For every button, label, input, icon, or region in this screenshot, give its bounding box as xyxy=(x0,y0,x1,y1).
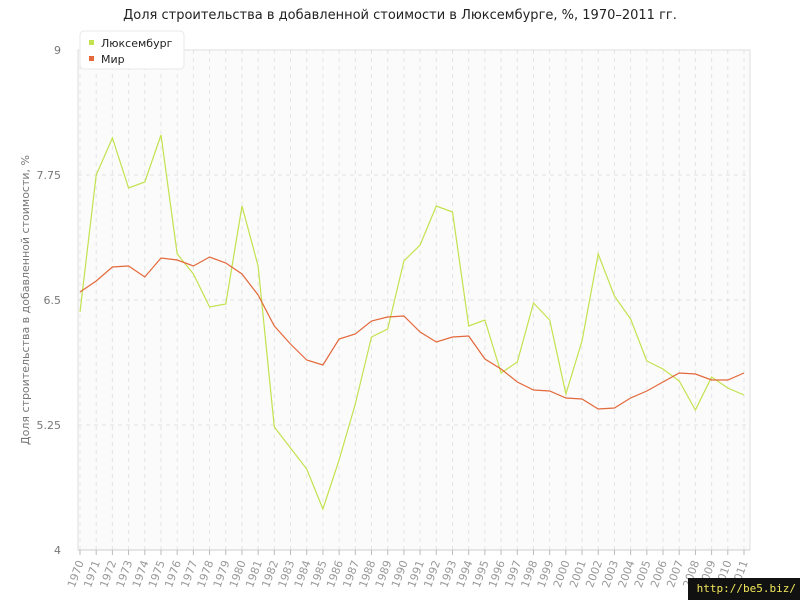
legend-marker xyxy=(89,40,94,45)
y-tick-label: 7.75 xyxy=(37,169,62,182)
series-line xyxy=(79,256,745,410)
y-tick-label: 4 xyxy=(54,544,61,557)
legend: Люксембург Мир xyxy=(79,30,185,70)
chart-title: Доля строительства в добавленной стоимос… xyxy=(123,8,677,23)
legend-label: Мир xyxy=(101,53,125,66)
y-tick-label: 9 xyxy=(54,44,61,57)
series-layer xyxy=(79,134,745,511)
legend-box xyxy=(79,30,185,70)
series-line xyxy=(79,134,745,511)
watermark[interactable]: http://be5.biz/ xyxy=(688,578,800,600)
y-tick-label: 5.25 xyxy=(37,419,62,432)
grid-layer xyxy=(78,49,750,551)
legend-marker xyxy=(89,56,94,61)
y-tick-label: 6.5 xyxy=(44,294,62,307)
y-axis-label: Доля строительства в добавленной стоимос… xyxy=(19,155,32,445)
legend-label: Люксембург xyxy=(101,37,173,50)
